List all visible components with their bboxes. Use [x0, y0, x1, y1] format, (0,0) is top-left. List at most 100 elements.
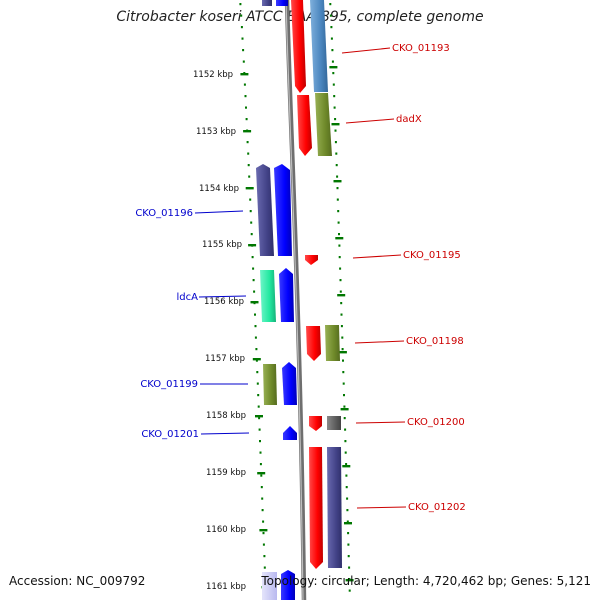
gene-labels: CKO_01193 dadX CKO_01195 CKO_01198 CKO_0… — [135, 43, 465, 513]
gene-label-cko01201: CKO_01201 — [141, 429, 199, 440]
ring-dot — [257, 405, 260, 408]
gene-label-cko01198: CKO_01198 — [406, 336, 464, 347]
ring-dot — [341, 348, 344, 351]
tick-label: 1159 kbp — [206, 468, 246, 478]
ring-dot — [258, 417, 261, 420]
ring-dot — [260, 474, 263, 477]
ring-dot — [254, 313, 256, 316]
kbp-tick — [240, 73, 249, 76]
kbp-tick-outer — [344, 522, 352, 525]
gene-block-cko01202-red — [309, 447, 323, 569]
ring-dot — [336, 187, 339, 190]
forward-strand-genes — [291, 0, 342, 569]
gene-label-ldca: ldcA — [177, 292, 199, 303]
gene-block-cko01202-navy — [327, 447, 342, 568]
ring-dot — [263, 555, 266, 558]
gene-block-cko01199-outer — [263, 364, 277, 405]
kbp-tick — [255, 415, 263, 418]
tick-label: 1153 kbp — [196, 127, 236, 137]
leader-cko01200 — [355, 421, 406, 424]
ring-dot — [343, 417, 346, 420]
gene-block-cko01195 — [305, 255, 318, 265]
ring-dot — [345, 486, 348, 489]
ring-dot — [263, 566, 266, 569]
ring-dot — [331, 60, 334, 63]
ring-dot — [252, 279, 255, 282]
ring-dot — [336, 175, 339, 178]
ring-dot — [329, 14, 332, 17]
accession-text: Accession: NC_009792 — [9, 574, 146, 588]
ring-dot — [259, 451, 262, 454]
ring-dot — [259, 440, 261, 443]
ring-dot — [257, 394, 260, 397]
gene-block-dadx-red — [297, 95, 312, 156]
ring-dot — [340, 325, 343, 328]
gene-label-cko01195: CKO_01195 — [403, 250, 461, 261]
ring-dot — [332, 72, 335, 75]
ring-dot — [239, 3, 242, 6]
ring-dot — [240, 14, 243, 17]
gene-label-cko01196: CKO_01196 — [135, 208, 193, 219]
ring-dot — [244, 95, 247, 98]
ring-dot — [341, 336, 344, 339]
tick-label: 1160 kbp — [206, 525, 246, 535]
ring-dot — [250, 233, 253, 236]
tick-label: 1155 kbp — [202, 240, 242, 250]
leader-cko01198 — [354, 340, 405, 344]
genome-backbone — [284, 0, 307, 600]
gene-block-bottom-blue — [281, 570, 295, 600]
leader-ldca — [198, 295, 247, 298]
kbp-tick — [259, 529, 268, 532]
kbp-tick — [257, 472, 266, 475]
gene-block-cko01199-inner — [282, 362, 297, 405]
gene-block-bottom-lav — [262, 572, 277, 600]
kbp-tick-outer — [345, 579, 354, 582]
kbp-tick — [248, 244, 257, 247]
ring-dot — [344, 451, 347, 454]
ring-dot — [345, 463, 348, 466]
gene-block-top-blue-stub-2 — [276, 0, 288, 6]
gene-label-cko01193: CKO_01193 — [392, 43, 450, 54]
gene-block-dadx-olive — [315, 93, 332, 156]
gene-block-ldca-outer — [260, 270, 276, 322]
kbp-tick-outer — [337, 294, 346, 297]
ring-dot — [262, 543, 265, 546]
ring-dot — [333, 106, 336, 109]
ring-dot — [330, 26, 333, 29]
ring-dot — [339, 279, 342, 282]
kbp-tick — [250, 301, 259, 304]
ring-dot — [256, 371, 259, 374]
ring-dot — [343, 394, 345, 397]
ring-dot — [346, 509, 349, 512]
ring-dot — [347, 532, 350, 535]
gene-block-cko01198-red — [306, 326, 321, 361]
gene-label-cko01200: CKO_01200 — [407, 417, 465, 428]
ring-dot — [254, 325, 257, 328]
ring-dot — [245, 118, 248, 121]
ring-dot — [242, 49, 245, 52]
gene-block-cko01201 — [283, 426, 297, 440]
ring-dot — [333, 95, 336, 98]
ring-dot — [343, 405, 346, 408]
leader-cko01196 — [194, 210, 244, 214]
tick-label: 1154 kbp — [199, 184, 239, 194]
ring-dot — [331, 49, 334, 52]
gene-block-ldca-inner — [279, 268, 294, 322]
tick-labels: 1152 kbp 1153 kbp 1154 kbp 1155 kbp 1156… — [193, 70, 246, 592]
ring-dot — [340, 302, 343, 305]
ring-dot — [241, 37, 244, 40]
ring-dot — [336, 198, 339, 201]
leader-cko01202 — [356, 506, 407, 509]
ring-dot — [242, 60, 245, 63]
ring-dot — [253, 290, 256, 293]
ring-dot — [250, 221, 253, 224]
gene-label-dadx: dadX — [396, 114, 422, 125]
ring-dot — [348, 566, 351, 569]
ring-dot — [342, 371, 345, 374]
ring-dot — [261, 497, 264, 500]
ring-dot — [334, 141, 337, 144]
ring-dot — [243, 83, 246, 86]
ring-dot — [246, 141, 249, 144]
ring-dot — [345, 474, 348, 477]
